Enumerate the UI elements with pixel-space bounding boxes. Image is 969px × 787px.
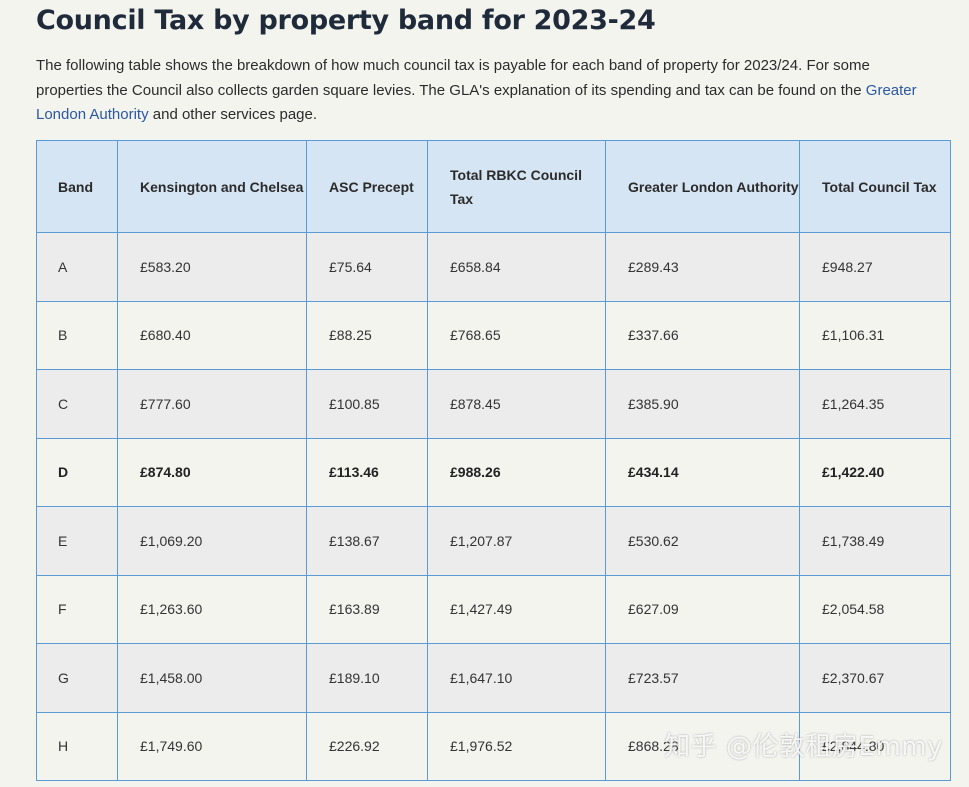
- cell-total-rbkc: £878.45: [427, 369, 606, 439]
- cell-total-rbkc: £768.65: [427, 300, 606, 370]
- cell-gla: £434.14: [605, 437, 800, 507]
- cell-total-council-tax: £1,738.49: [799, 506, 951, 576]
- cell-asc-precept: £189.10: [306, 643, 428, 713]
- cell-gla: £289.43: [605, 232, 800, 302]
- cell-total-rbkc: £988.26: [427, 437, 606, 507]
- cell-band: G: [36, 643, 118, 713]
- gla-link[interactable]: Greater London Authority: [36, 81, 917, 124]
- cell-asc-precept: £100.85: [306, 369, 428, 439]
- cell-gla: £385.90: [605, 369, 800, 439]
- cell-kensington-chelsea: £777.60: [117, 369, 307, 439]
- cell-asc-precept: £88.25: [306, 300, 428, 370]
- page-content: Council Tax by property band for 2023-24…: [36, 0, 951, 781]
- header-band: Band: [36, 140, 118, 233]
- cell-kensington-chelsea: £1,749.60: [117, 711, 307, 781]
- table-row-band-a: A £583.20 £75.64 £658.84 £289.43 £948.27: [36, 232, 951, 302]
- cell-total-council-tax: £948.27: [799, 232, 951, 302]
- cell-kensington-chelsea: £874.80: [117, 437, 307, 507]
- table-row-band-e: E £1,069.20 £138.67 £1,207.87 £530.62 £1…: [36, 506, 951, 576]
- intro-text-start: The following table shows the breakdown …: [36, 57, 870, 99]
- header-kensington-chelsea: Kensington and Chelsea: [117, 140, 307, 233]
- cell-kensington-chelsea: £680.40: [117, 300, 307, 370]
- header-total-rbkc: Total RBKC Council Tax: [427, 140, 606, 233]
- page-title: Council Tax by property band for 2023-24: [36, 5, 656, 36]
- cell-gla: £723.57: [605, 643, 800, 713]
- cell-band: E: [36, 506, 118, 576]
- cell-total-council-tax: £1,422.40: [799, 437, 951, 507]
- cell-kensington-chelsea: £1,069.20: [117, 506, 307, 576]
- cell-gla: £530.62: [605, 506, 800, 576]
- cell-total-rbkc: £1,427.49: [427, 574, 606, 644]
- cell-band: H: [36, 711, 118, 781]
- cell-total-rbkc: £1,647.10: [427, 643, 606, 713]
- intro-text-end: and other services page.: [148, 106, 318, 123]
- table-row-band-f: F £1,263.60 £163.89 £1,427.49 £627.09 £2…: [36, 574, 951, 644]
- header-asc-precept: ASC Precept: [306, 140, 428, 233]
- cell-band: A: [36, 232, 118, 302]
- table-row-band-b: B £680.40 £88.25 £768.65 £337.66 £1,106.…: [36, 300, 951, 370]
- cell-band: D: [36, 437, 118, 507]
- council-tax-table: Band Kensington and Chelsea ASC Precept …: [36, 140, 951, 781]
- cell-band: C: [36, 369, 118, 439]
- table-row-band-c: C £777.60 £100.85 £878.45 £385.90 £1,264…: [36, 369, 951, 439]
- cell-asc-precept: £75.64: [306, 232, 428, 302]
- cell-kensington-chelsea: £1,263.60: [117, 574, 307, 644]
- cell-asc-precept: £163.89: [306, 574, 428, 644]
- cell-band: F: [36, 574, 118, 644]
- zhihu-watermark: 知乎 @伦敦租房Emmy: [664, 732, 943, 762]
- table-row-band-d: D £874.80 £113.46 £988.26 £434.14 £1,422…: [36, 437, 951, 507]
- cell-kensington-chelsea: £1,458.00: [117, 643, 307, 713]
- intro-paragraph: The following table shows the breakdown …: [36, 54, 926, 128]
- cell-total-council-tax: £2,054.58: [799, 574, 951, 644]
- table-row-band-h: H £1,749.60 £226.92 £1,976.52 £868.28 £2…: [36, 711, 951, 781]
- cell-total-council-tax: £1,264.35: [799, 369, 951, 439]
- cell-total-council-tax: £2,844.80: [799, 711, 951, 781]
- header-total-council-tax: Total Council Tax: [799, 140, 951, 233]
- cell-total-rbkc: £658.84: [427, 232, 606, 302]
- cell-band: B: [36, 300, 118, 370]
- cell-asc-precept: £226.92: [306, 711, 428, 781]
- cell-total-council-tax: £2,370.67: [799, 643, 951, 713]
- header-gla: Greater London Authority: [605, 140, 800, 233]
- cell-gla: £337.66: [605, 300, 800, 370]
- cell-gla: £627.09: [605, 574, 800, 644]
- cell-total-rbkc: £1,976.52: [427, 711, 606, 781]
- cell-asc-precept: £138.67: [306, 506, 428, 576]
- cell-kensington-chelsea: £583.20: [117, 232, 307, 302]
- table-header-row: Band Kensington and Chelsea ASC Precept …: [36, 140, 951, 233]
- cell-total-rbkc: £1,207.87: [427, 506, 606, 576]
- cell-asc-precept: £113.46: [306, 437, 428, 507]
- cell-total-council-tax: £1,106.31: [799, 300, 951, 370]
- table-row-band-g: G £1,458.00 £189.10 £1,647.10 £723.57 £2…: [36, 643, 951, 713]
- cell-gla: £868.28: [605, 711, 800, 781]
